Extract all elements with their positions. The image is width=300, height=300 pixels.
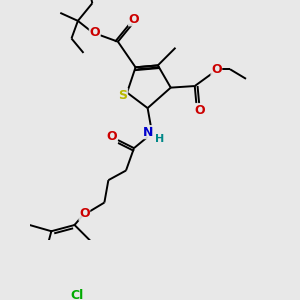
Text: S: S [118,88,127,101]
Text: N: N [143,126,154,139]
Text: O: O [129,13,139,26]
Text: Cl: Cl [71,289,84,300]
Text: O: O [79,207,90,220]
Text: O: O [211,63,222,76]
Text: H: H [155,134,164,143]
Text: O: O [89,26,100,39]
Text: O: O [106,130,117,143]
Text: O: O [194,103,205,117]
